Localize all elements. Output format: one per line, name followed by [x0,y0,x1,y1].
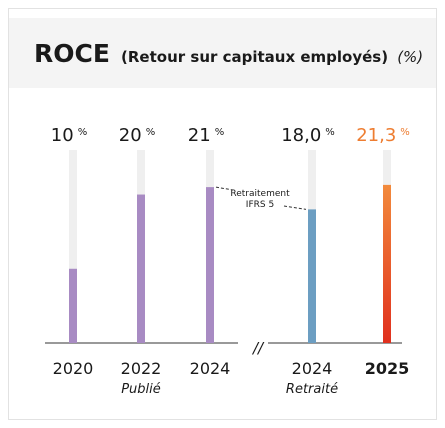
x-tick-label: 2024 [190,359,231,378]
axis-break: // [251,339,265,357]
value-label-unit: % [400,127,410,138]
header-band [9,18,436,88]
annotation: Retraitement IFRS 5 [230,189,290,210]
bar [308,209,316,343]
value-label-number: 20 [119,125,142,146]
bar [206,187,214,343]
x-tick-note: Retraité [286,382,338,397]
chart-subtitle: (Retour sur capitaux employés) [121,48,388,66]
bar [383,184,391,343]
value-label-number: 18,0 [281,125,321,146]
value-label-unit: % [146,127,156,138]
bar [137,194,145,343]
chart-title: ROCE [34,39,110,68]
x-tick-label: 2022 [121,359,162,378]
x-tick-label: 2024 [292,359,333,378]
value-label: 21,3% [356,125,410,146]
value-label: 18,0% [281,125,335,146]
annotation-leader [283,205,307,210]
x-tick-label: 2020 [53,359,94,378]
x-tick-label: 2025 [365,359,410,378]
value-label: 21% [188,125,224,146]
value-label-unit: % [325,127,335,138]
bar [69,268,77,343]
unit-label: (%) [397,48,423,66]
value-label-unit: % [78,127,88,138]
bar-track [69,150,77,343]
value-label-number: 21 [188,125,211,146]
annotation-line: IFRS 5 [246,200,274,210]
value-label: 20% [119,125,155,146]
value-label-number: 21,3 [356,125,396,146]
value-label-number: 10 [51,125,74,146]
annotation-leader [215,186,234,191]
chart-title-group: ROCE (Retour sur capitaux employés) (%) [34,39,423,68]
x-tick-note: Publié [121,382,161,397]
annotation-line: Retraitement [230,189,290,199]
value-label-unit: % [215,127,225,138]
value-label: 10% [51,125,87,146]
